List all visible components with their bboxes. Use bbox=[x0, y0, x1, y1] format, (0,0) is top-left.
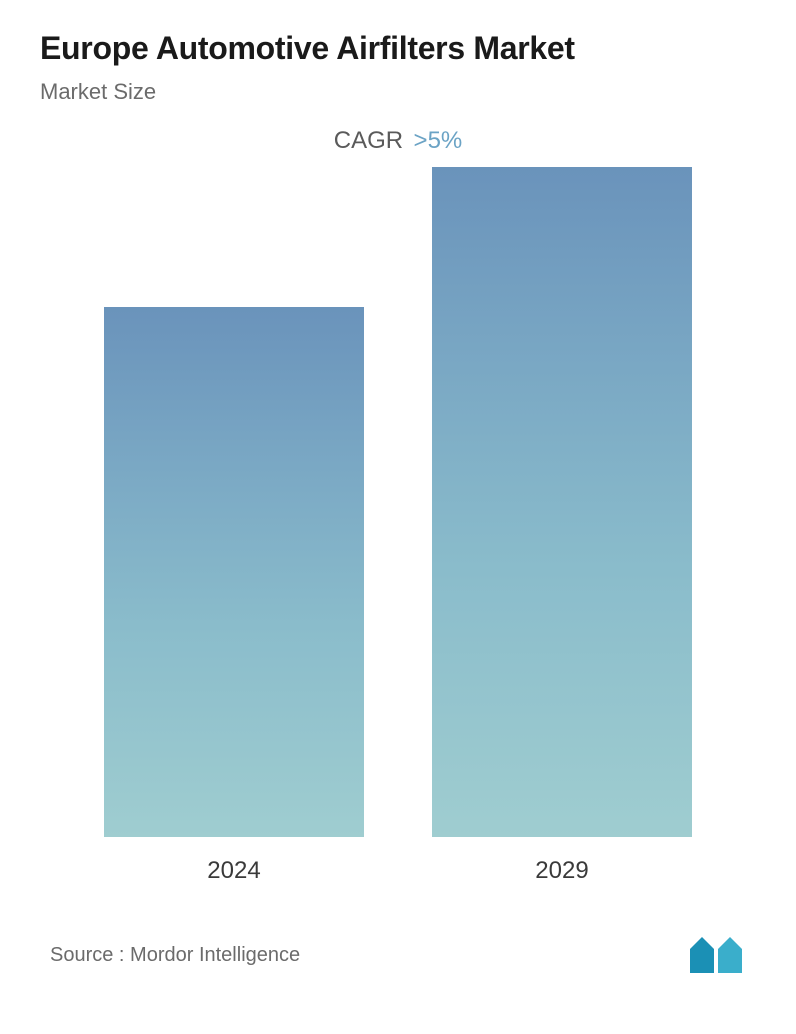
cagr-value: >5% bbox=[414, 127, 463, 154]
cagr-indicator: CAGR >5% bbox=[40, 127, 756, 155]
bar-label-2024: 2024 bbox=[207, 857, 260, 885]
cagr-label: CAGR bbox=[334, 127, 403, 154]
bar-label-2029: 2029 bbox=[535, 857, 588, 885]
chart-subtitle: Market Size bbox=[40, 79, 756, 105]
bar-group-2024: 2024 bbox=[94, 307, 374, 885]
bar-2024 bbox=[104, 307, 364, 837]
bar-chart: 2024 2029 bbox=[40, 195, 756, 885]
bar-group-2029: 2029 bbox=[422, 167, 702, 885]
chart-footer: Source : Mordor Intelligence bbox=[40, 935, 756, 975]
bar-2029 bbox=[432, 167, 692, 837]
source-text: Source : Mordor Intelligence bbox=[50, 944, 300, 967]
chart-title: Europe Automotive Airfilters Market bbox=[40, 30, 756, 67]
mordor-logo-icon bbox=[688, 935, 746, 975]
